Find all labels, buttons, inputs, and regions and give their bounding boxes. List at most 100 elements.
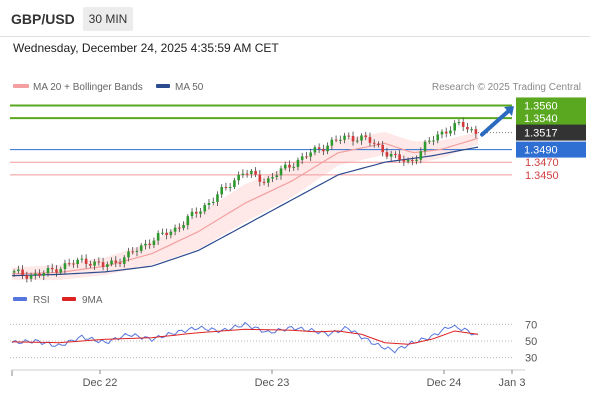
candle-body: [237, 174, 240, 181]
symbol-title: GBP/USD: [11, 11, 75, 27]
candle-body: [419, 151, 423, 160]
resistance-tag-0: [516, 97, 586, 114]
candle-body: [233, 180, 236, 188]
candle-body: [135, 250, 139, 252]
candle-body: [271, 177, 274, 179]
candle-body: [283, 164, 287, 169]
candle-body: [190, 211, 194, 217]
candle-body: [182, 225, 185, 229]
x-tick-label: Dec 23: [255, 377, 290, 389]
rsi-legend-swatch: [13, 297, 27, 301]
candle-body: [296, 159, 300, 167]
candle-body: [360, 135, 363, 141]
candle-body: [398, 154, 401, 160]
candle-body: [216, 194, 219, 202]
candle-body: [55, 269, 58, 273]
x-tick-label: Dec 22: [83, 377, 118, 389]
resistance-tag-1: [516, 110, 586, 127]
candle-body: [394, 153, 397, 155]
bollinger-band: [12, 131, 478, 281]
x-tick-label: Jan 3: [499, 377, 526, 389]
candle-body: [449, 130, 452, 134]
candle-body: [385, 152, 389, 157]
candle-body: [411, 160, 414, 162]
candle-body: [334, 139, 338, 141]
candle-body: [381, 144, 384, 153]
rsi-9ma-line: [11, 328, 479, 345]
candle-body: [440, 131, 444, 135]
candle-body: [17, 269, 20, 272]
candle-body: [258, 174, 262, 182]
candle-body: [292, 166, 296, 168]
candle-body: [122, 257, 126, 264]
candle-body: [351, 136, 355, 142]
timeframe-button[interactable]: 30 MIN: [83, 7, 133, 31]
candle-body: [114, 260, 118, 263]
candle-body: [474, 129, 478, 134]
candle-body: [118, 262, 122, 264]
pivot-tag-3: [516, 141, 586, 158]
candle-body: [406, 160, 410, 162]
candle-body: [148, 243, 151, 246]
candle-body: [267, 178, 270, 183]
candle-body: [330, 139, 334, 146]
candle-body: [169, 231, 173, 236]
ma20-legend-swatch: [13, 84, 29, 88]
candle-body: [152, 240, 156, 246]
candle-body: [165, 232, 168, 236]
ma9-legend-label: 9MA: [82, 295, 103, 306]
candle-body: [161, 232, 164, 234]
candle-body: [355, 140, 359, 142]
candle-body: [245, 173, 249, 175]
candle-body: [457, 122, 461, 124]
candle-body: [250, 170, 253, 174]
candle-body: [254, 170, 257, 175]
candle-body: [80, 258, 84, 260]
candle-body: [12, 271, 16, 273]
candle-body: [453, 123, 456, 131]
candle-body: [224, 187, 228, 189]
candle-body: [339, 139, 342, 141]
candle-body: [42, 273, 46, 276]
candle-body: [72, 263, 75, 265]
candle-body: [186, 216, 190, 226]
candle-body: [84, 258, 88, 264]
chart-datetime: Wednesday, December 24, 2025 4:35:59 AM …: [13, 41, 279, 55]
candle-body: [364, 135, 368, 138]
candle-body: [127, 251, 130, 258]
candle-body: [76, 259, 79, 265]
candle-body: [211, 201, 215, 203]
rsi-line: [11, 321, 479, 354]
x-tick-label: Dec 24: [427, 377, 462, 389]
candle-body: [432, 140, 435, 142]
rsi-plot: 70 50 30: [10, 319, 537, 365]
candle-body: [25, 275, 29, 279]
candle-body: [173, 227, 177, 232]
candle-body: [63, 263, 67, 269]
candle-body: [97, 261, 101, 263]
candle-body: [444, 131, 448, 134]
candle-body: [402, 159, 406, 162]
candle-body: [207, 202, 211, 206]
ma20-legend-label: MA 20 + Bollinger Bands: [33, 82, 143, 93]
candle-body: [89, 263, 92, 266]
rsi-tick-30: 30: [525, 353, 537, 365]
rsi-tick-70: 70: [525, 319, 537, 331]
resistance-label-1: 1.3540: [524, 113, 558, 125]
ma9-legend-swatch: [62, 297, 76, 301]
candle-body: [203, 205, 207, 212]
current-price-label: 1.3517: [524, 128, 558, 140]
header-divider: [0, 36, 590, 37]
candle-body: [461, 122, 465, 127]
candle-body: [131, 251, 135, 253]
candle-body: [288, 164, 291, 168]
candle-body: [347, 135, 351, 137]
candle-body: [59, 268, 63, 273]
rsi-legend-label: RSI: [33, 295, 50, 306]
candle-body: [178, 227, 181, 229]
candle-body: [106, 264, 109, 267]
candle-body: [29, 275, 33, 279]
forecast-arrow-head: [504, 106, 514, 116]
resistance-label-0: 1.3560: [524, 100, 558, 112]
candle-body: [317, 147, 321, 150]
